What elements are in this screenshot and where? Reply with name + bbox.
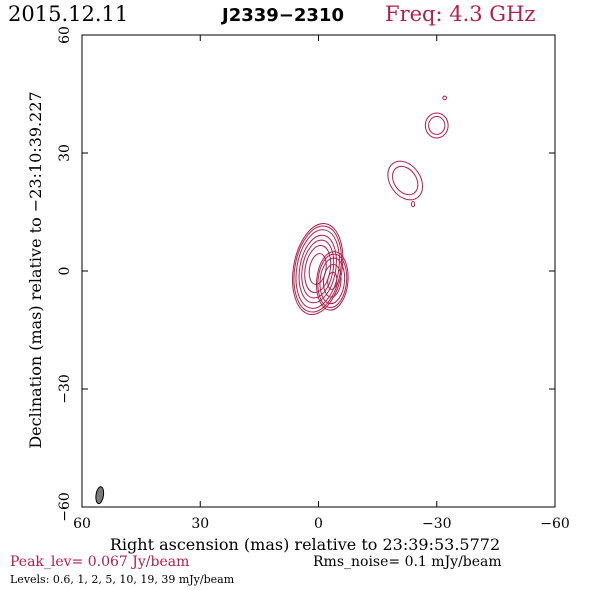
contour-levels: Levels: 0.6, 1, 2, 5, 10, 19, 39 mJy/bea… — [10, 573, 235, 586]
y-tick-label: 60 — [57, 26, 73, 44]
contour-line — [428, 116, 446, 135]
contour-line — [387, 160, 424, 201]
source-name: J2339−2310 — [222, 5, 344, 26]
x-tick-label: −30 — [422, 516, 452, 532]
contour-line — [316, 251, 349, 311]
x-tick-label: −60 — [540, 516, 570, 532]
contour-line — [322, 264, 342, 298]
y-tick-label: 30 — [57, 144, 73, 162]
contour-line — [317, 253, 348, 309]
y-axis-label: Declination (mas) relative to −23:10:39.… — [26, 91, 45, 448]
y-tick-label: −30 — [57, 374, 73, 404]
y-tick-label: 0 — [57, 267, 73, 276]
epoch-date: 2015.12.11 — [8, 2, 129, 26]
contour-layer — [292, 95, 449, 316]
beam-ellipse — [95, 486, 105, 505]
contour-line — [327, 271, 338, 290]
contour-line — [295, 229, 340, 309]
contour-line — [292, 223, 344, 316]
contour-line — [442, 95, 447, 101]
beam-layer — [95, 486, 105, 505]
x-tick-label: 30 — [191, 516, 209, 532]
contour-line — [304, 245, 332, 294]
x-tick-label: 60 — [73, 516, 91, 532]
frequency-label: Freq: 4.3 GHz — [385, 2, 536, 26]
rms-noise: Rms_noise= 0.1 mJy/beam — [313, 554, 502, 570]
peak-level: Peak_lev= 0.067 Jy/beam — [10, 554, 190, 570]
y-tick-label: −60 — [57, 492, 73, 522]
contour-line — [411, 201, 416, 208]
contour-line — [424, 112, 449, 139]
contour-line — [392, 165, 419, 196]
contour-line — [298, 234, 337, 304]
x-axis-label: Right ascension (mas) relative to 23:39:… — [110, 535, 500, 554]
x-tick-label: 0 — [314, 516, 323, 532]
contour-line — [301, 239, 335, 299]
contour-line — [319, 257, 346, 305]
